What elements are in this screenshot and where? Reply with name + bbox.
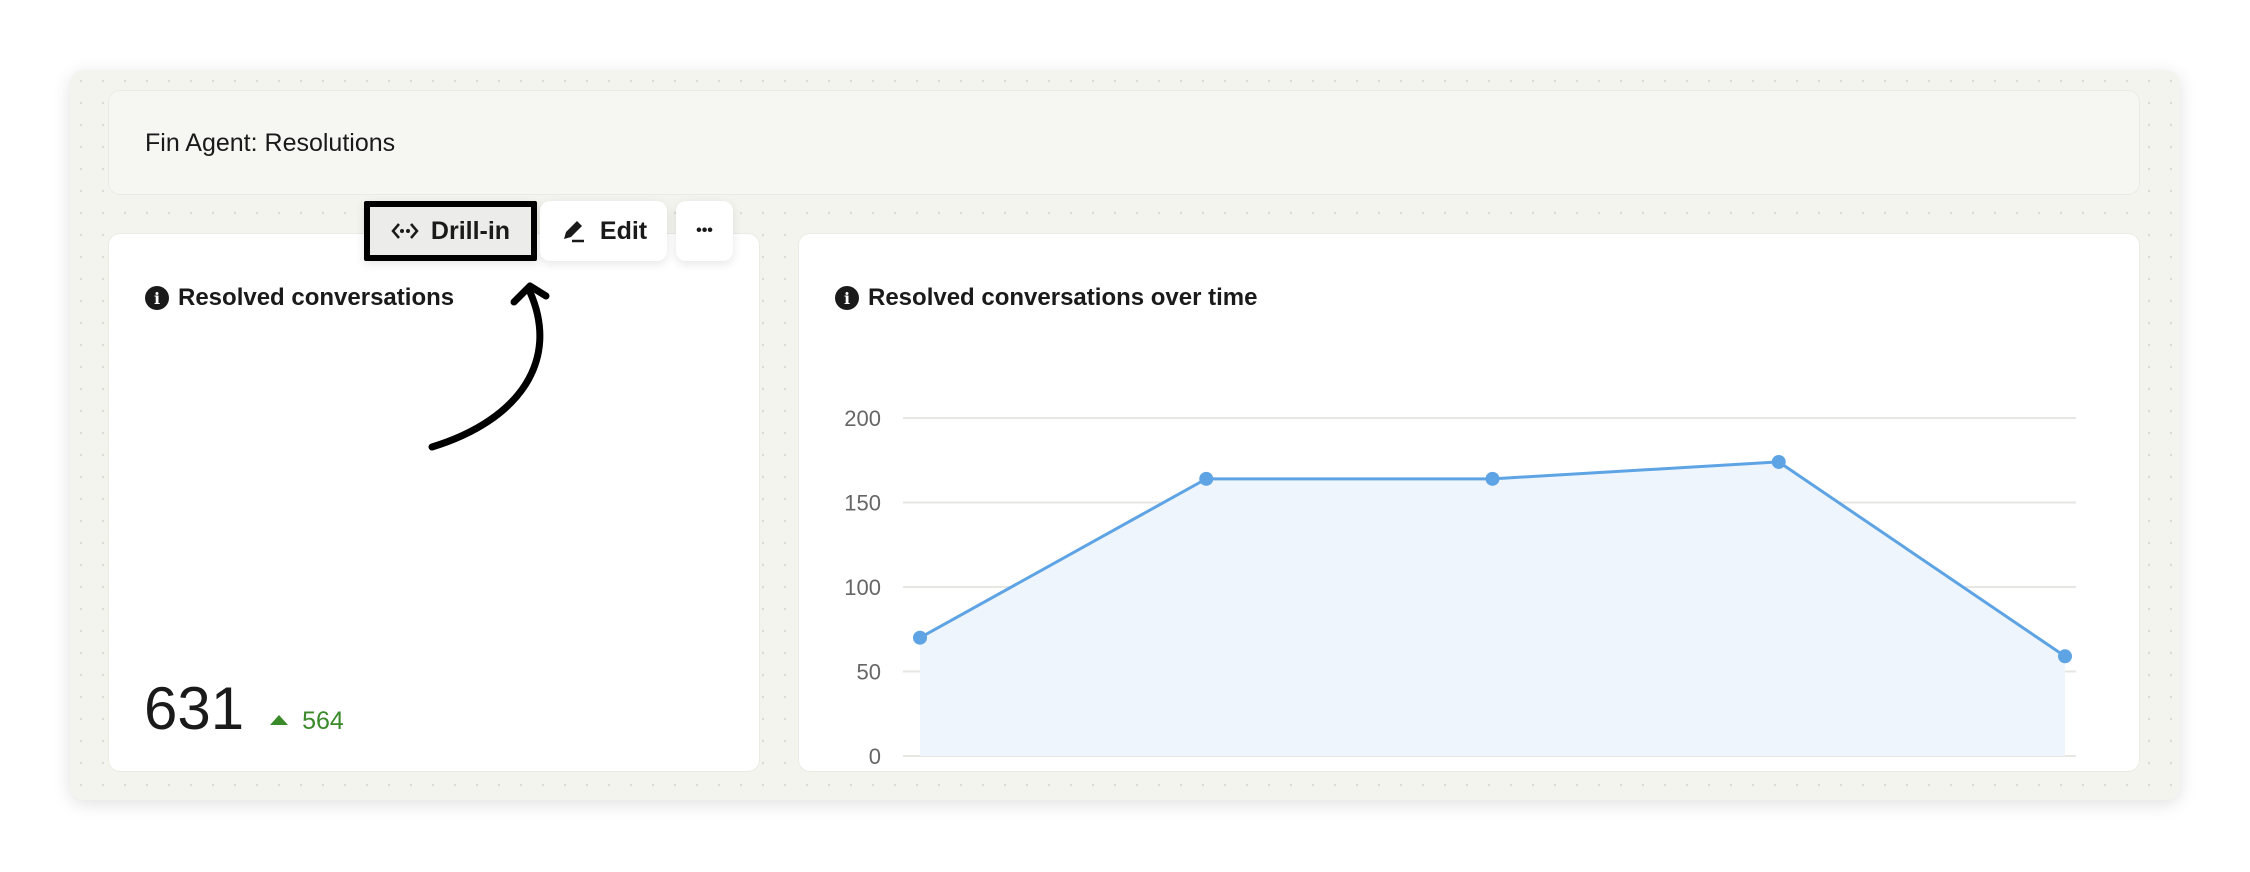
more-options-button[interactable]: ••• <box>676 201 733 261</box>
metric-title: Resolved conversations <box>178 284 455 311</box>
data-point <box>1485 471 1500 486</box>
edit-label: Edit <box>599 216 648 245</box>
data-point <box>1771 454 1786 469</box>
drill-in-label: Drill-in <box>430 216 511 245</box>
y-tick-label: 50 <box>857 660 881 685</box>
more-icon: ••• <box>696 222 713 239</box>
pencil-icon <box>563 221 584 243</box>
delta-value: 564 <box>302 707 344 735</box>
metric-card[interactable]: i Resolved conversations 631 564 <box>108 233 760 772</box>
triangle-up-icon <box>270 715 289 725</box>
chart-card[interactable]: i Resolved conversations over time 0 50 100… <box>798 233 2140 772</box>
area-fill <box>920 461 2065 756</box>
y-tick-label: 100 <box>844 575 881 600</box>
y-tick-label: 0 <box>869 744 881 769</box>
drill-in-icon <box>391 223 419 239</box>
info-icon[interactable]: i <box>835 286 859 310</box>
line-chart: 050100150200May 12May 19May 26Jun 2Jun 9 <box>844 406 2076 769</box>
info-icon[interactable]: i <box>145 286 169 310</box>
dashboard-panel: Fin Agent: Resolutions i Resolved convers… <box>70 70 2180 800</box>
chart-title: Resolved conversations over time <box>868 284 1258 311</box>
y-tick-label: 150 <box>844 491 881 516</box>
edit-button[interactable]: Edit <box>540 201 667 261</box>
metric-delta: 564 <box>270 707 344 736</box>
data-point <box>1199 471 1214 486</box>
panel-header: Fin Agent: Resolutions <box>108 90 2140 195</box>
panel-title: Fin Agent: Resolutions <box>145 129 396 157</box>
metric-value: 631 <box>144 675 245 742</box>
data-point <box>913 630 927 645</box>
drill-in-button[interactable]: Drill-in <box>364 201 537 261</box>
y-tick-label: 200 <box>844 406 881 431</box>
data-point <box>2058 649 2072 664</box>
